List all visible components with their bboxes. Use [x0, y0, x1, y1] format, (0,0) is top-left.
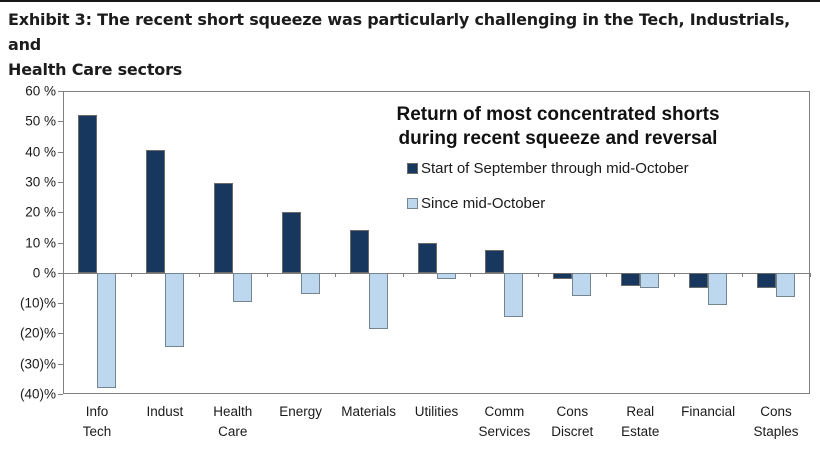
bar-since-oct-financial: [708, 272, 728, 305]
x-axis-category-label: Utilities: [414, 404, 459, 419]
y-axis-tick-label: 50 %: [25, 113, 56, 129]
x-axis-category-label: Cons Discret: [551, 404, 594, 439]
bar-sept-oct-health-care: [213, 183, 233, 273]
y-axis-tick-mark: [58, 272, 63, 274]
x-axis-tick-mark: [742, 272, 744, 277]
bar-sept-oct-comm-services: [485, 250, 505, 273]
y-axis-tick-mark: [58, 394, 63, 395]
x-axis-category-label: Indust: [146, 404, 184, 419]
legend-swatch-light-icon: [407, 198, 418, 209]
chart-legend-title: Return of most concentrated shorts durin…: [358, 103, 758, 151]
x-axis-category-label: Health Care: [213, 404, 253, 439]
y-axis-tick-label: (10)%: [19, 295, 56, 311]
exhibit-title-line2: Health Care sectors: [8, 60, 183, 79]
x-axis-category-label: Cons Staples: [753, 404, 799, 439]
bar-since-oct-materials: [368, 272, 388, 329]
bar-since-oct-health-care: [232, 272, 252, 302]
top-divider: [0, 0, 820, 2]
bar-sept-oct-info-tech: [77, 115, 97, 273]
y-axis-tick-mark: [58, 121, 63, 123]
x-axis-tick-mark: [198, 272, 200, 277]
y-axis-tick-label: 0 %: [32, 265, 56, 281]
x-axis-category-label: Info Tech: [82, 404, 112, 439]
bar-since-oct-comm-services: [504, 272, 524, 317]
exhibit-title: Exhibit 3: The recent short squeeze was …: [8, 7, 814, 82]
bar-sept-oct-energy: [281, 212, 301, 273]
legend-swatch-dark-icon: [407, 163, 418, 174]
y-axis-tick-label: 20 %: [25, 204, 56, 220]
x-axis-tick-mark: [130, 272, 132, 277]
y-axis-tick-mark: [58, 181, 63, 183]
x-axis-tick-mark: [470, 272, 472, 277]
legend-item-start-of-september: Start of September through mid-October: [407, 160, 689, 177]
bar-since-oct-cons-discret: [572, 272, 592, 296]
x-axis-category-label: Comm Services: [478, 404, 531, 439]
y-axis-tick-mark: [58, 91, 63, 92]
bar-since-oct-cons-staples: [776, 272, 796, 298]
legend-item-label: Start of September through mid-October: [421, 160, 689, 177]
bar-sept-oct-cons-discret: [553, 272, 573, 279]
exhibit-title-line1: Exhibit 3: The recent short squeeze was …: [8, 10, 791, 54]
x-axis-tick-mark: [402, 272, 404, 277]
y-axis-tick-label: 40 %: [25, 144, 56, 160]
bar-sept-oct-real-estate: [621, 272, 641, 287]
x-axis-category-label: Financial: [681, 404, 736, 419]
y-axis-tick-mark: [58, 212, 63, 214]
bar-sept-oct-cons-staples: [757, 272, 777, 288]
x-axis-category-label: Real Estate: [621, 404, 660, 439]
bar-since-oct-utilities: [436, 272, 456, 279]
x-axis-category-label: Energy: [279, 404, 323, 419]
y-axis-tick-mark: [58, 333, 63, 335]
x-axis-tick-mark: [334, 272, 336, 277]
legend-item-label: Since mid-October: [421, 195, 546, 212]
x-axis-category-label: Materials: [341, 404, 396, 419]
chart-legend-title-line2: during recent squeeze and reversal: [398, 128, 718, 149]
y-axis-tick-mark: [58, 242, 63, 244]
bar-since-oct-info-tech: [96, 272, 116, 388]
y-axis-tick-label: 60 %: [25, 83, 56, 99]
x-axis-tick-mark: [266, 272, 268, 277]
y-axis-tick-mark: [58, 151, 63, 153]
bar-since-oct-indust: [164, 272, 184, 348]
x-axis-tick-mark: [674, 272, 676, 277]
x-axis-tick-mark: [606, 272, 608, 277]
bar-since-oct-energy: [300, 272, 320, 294]
chart-legend-title-line1: Return of most concentrated shorts: [396, 104, 720, 125]
y-axis-tick-mark: [58, 303, 63, 305]
legend-item-since-mid-october: Since mid-October: [407, 195, 545, 212]
bar-sept-oct-materials: [349, 230, 369, 273]
x-axis-tick-mark: [810, 272, 811, 277]
x-axis-tick-mark: [63, 272, 64, 277]
y-axis-tick-label: 10 %: [25, 235, 56, 250]
plot-area: [63, 91, 810, 394]
bar-sept-oct-financial: [689, 272, 709, 288]
bar-since-oct-real-estate: [640, 272, 660, 288]
y-axis-tick-label: (30)%: [19, 356, 56, 372]
y-axis-tick-label: 30 %: [25, 174, 56, 190]
y-axis-tick-label: (20)%: [19, 325, 56, 341]
bar-sept-oct-indust: [145, 150, 165, 273]
y-axis-tick-mark: [58, 363, 63, 365]
x-axis-tick-mark: [538, 272, 540, 277]
bar-sept-oct-utilities: [417, 242, 437, 273]
y-axis-tick-label: (40)%: [19, 386, 56, 402]
